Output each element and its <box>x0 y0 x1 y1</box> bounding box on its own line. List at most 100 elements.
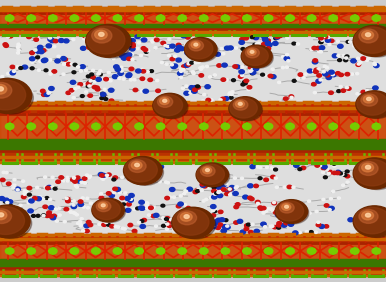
Circle shape <box>113 123 122 129</box>
Circle shape <box>113 248 122 254</box>
Circle shape <box>220 48 223 50</box>
Circle shape <box>74 87 77 90</box>
Circle shape <box>173 223 178 227</box>
Circle shape <box>372 216 375 218</box>
Circle shape <box>350 123 359 129</box>
Circle shape <box>274 168 278 171</box>
Circle shape <box>131 177 134 179</box>
Circle shape <box>365 50 368 52</box>
Circle shape <box>249 197 254 201</box>
Circle shape <box>86 46 91 49</box>
Circle shape <box>193 48 196 50</box>
Circle shape <box>264 226 267 228</box>
Circle shape <box>209 197 212 199</box>
Circle shape <box>212 190 216 193</box>
Circle shape <box>68 93 71 95</box>
Circle shape <box>356 91 386 118</box>
Circle shape <box>323 176 327 179</box>
Circle shape <box>288 200 293 203</box>
Circle shape <box>355 225 358 227</box>
Circle shape <box>278 216 281 218</box>
Circle shape <box>199 44 202 47</box>
Circle shape <box>309 231 313 233</box>
Circle shape <box>131 44 135 48</box>
Circle shape <box>243 15 251 21</box>
Circle shape <box>361 90 366 94</box>
Circle shape <box>30 57 35 61</box>
Circle shape <box>200 183 206 187</box>
Circle shape <box>369 45 374 49</box>
Circle shape <box>357 57 360 60</box>
Circle shape <box>69 63 72 65</box>
Circle shape <box>61 57 66 61</box>
Circle shape <box>125 208 131 212</box>
Circle shape <box>120 176 124 179</box>
Circle shape <box>162 224 166 227</box>
Circle shape <box>91 28 132 58</box>
Circle shape <box>32 197 37 200</box>
Circle shape <box>369 181 375 185</box>
Circle shape <box>315 210 318 213</box>
Circle shape <box>200 123 208 129</box>
Circle shape <box>367 58 370 60</box>
Circle shape <box>379 169 383 173</box>
Circle shape <box>133 88 138 92</box>
Circle shape <box>3 198 9 202</box>
Circle shape <box>191 71 195 73</box>
Circle shape <box>275 200 308 223</box>
Circle shape <box>62 73 65 75</box>
Circle shape <box>225 173 229 175</box>
Circle shape <box>36 186 39 189</box>
Circle shape <box>27 15 36 21</box>
Circle shape <box>224 46 230 50</box>
Circle shape <box>73 177 76 179</box>
Circle shape <box>286 15 294 21</box>
Circle shape <box>102 94 106 97</box>
Circle shape <box>176 58 181 62</box>
Circle shape <box>213 224 216 226</box>
Circle shape <box>101 177 104 180</box>
Circle shape <box>289 218 292 220</box>
Circle shape <box>218 210 223 213</box>
Circle shape <box>120 196 124 200</box>
Circle shape <box>76 176 79 179</box>
Circle shape <box>52 70 57 73</box>
Circle shape <box>358 161 386 190</box>
Circle shape <box>315 34 319 37</box>
Circle shape <box>229 49 232 51</box>
Circle shape <box>198 49 201 51</box>
Circle shape <box>200 182 205 186</box>
Circle shape <box>143 181 148 184</box>
Circle shape <box>0 78 32 113</box>
Circle shape <box>372 248 381 254</box>
Circle shape <box>100 193 103 195</box>
Circle shape <box>342 54 345 57</box>
Circle shape <box>47 70 50 72</box>
Circle shape <box>31 61 34 63</box>
Circle shape <box>188 40 218 62</box>
Circle shape <box>58 214 61 216</box>
Circle shape <box>107 173 111 176</box>
Circle shape <box>140 77 145 80</box>
Circle shape <box>302 77 305 79</box>
Circle shape <box>244 37 249 40</box>
Circle shape <box>193 219 196 221</box>
Circle shape <box>41 198 44 200</box>
Circle shape <box>66 176 69 179</box>
Circle shape <box>243 82 247 85</box>
Circle shape <box>239 40 244 44</box>
Circle shape <box>44 176 47 178</box>
Circle shape <box>195 56 198 59</box>
Circle shape <box>93 46 99 50</box>
Circle shape <box>240 38 244 41</box>
Circle shape <box>92 198 124 222</box>
Circle shape <box>240 230 245 234</box>
Circle shape <box>124 192 127 194</box>
Circle shape <box>0 224 4 228</box>
Circle shape <box>174 55 177 57</box>
Circle shape <box>47 211 51 214</box>
Circle shape <box>190 61 194 64</box>
Circle shape <box>233 100 248 110</box>
Circle shape <box>21 217 27 221</box>
Circle shape <box>6 225 11 229</box>
